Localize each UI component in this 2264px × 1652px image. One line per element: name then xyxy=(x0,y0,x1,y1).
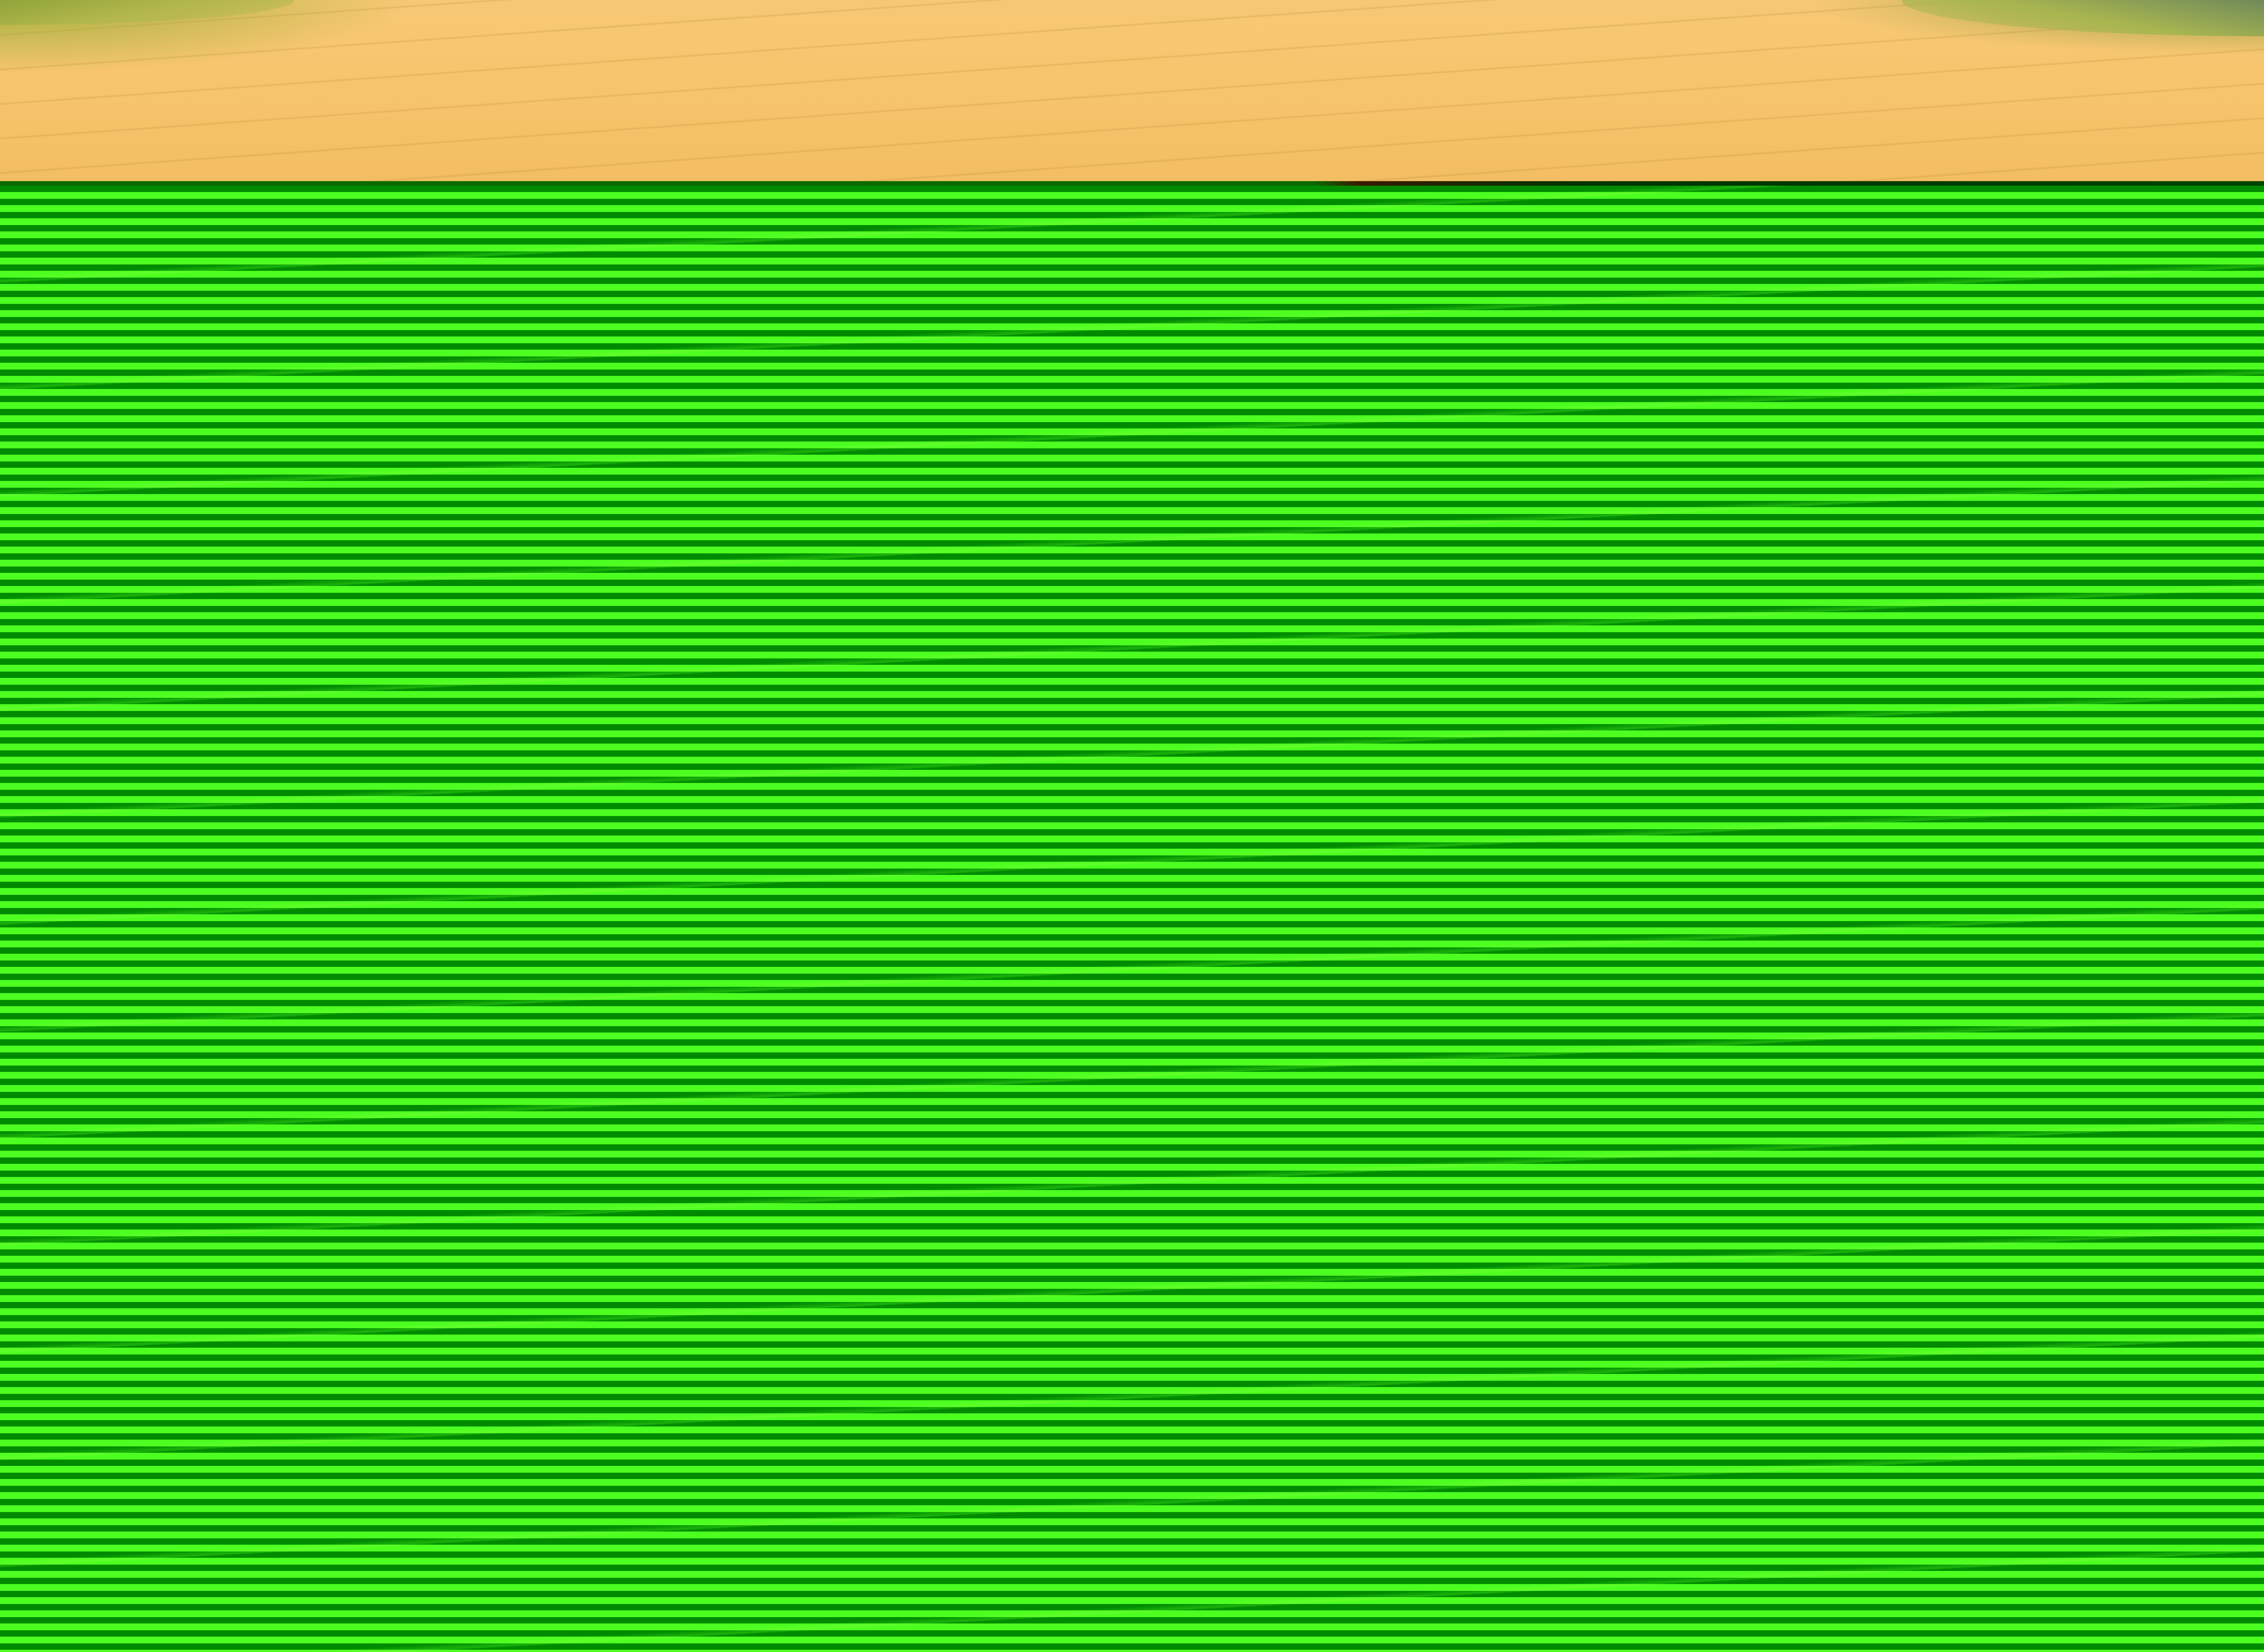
corruption-seam xyxy=(0,181,2264,187)
stripe-offset-pattern xyxy=(0,186,2264,1652)
wheat-field xyxy=(0,0,2264,186)
corrupted-green-stripes xyxy=(0,186,2264,1652)
